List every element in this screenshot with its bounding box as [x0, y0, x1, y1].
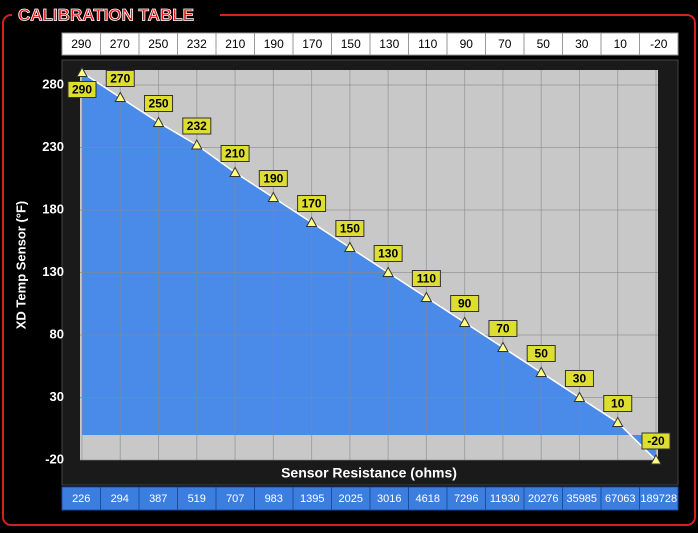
- table-cell: [639, 32, 679, 56]
- marker: [650, 453, 662, 465]
- resistance-value: 3016: [377, 493, 401, 505]
- y-tick-label: 280: [42, 76, 64, 91]
- data-label: 232: [187, 119, 207, 133]
- y-tick-label: 130: [42, 264, 64, 279]
- marker: [458, 316, 471, 327]
- resistance-value: 11930: [490, 493, 520, 505]
- table-value: 110: [418, 37, 437, 51]
- y-tick-label: 30: [50, 389, 64, 404]
- marker: [420, 291, 433, 302]
- marker: [573, 391, 586, 402]
- data-label: 50: [535, 347, 549, 361]
- marker: [611, 416, 624, 427]
- marker: [76, 66, 88, 77]
- data-label-box: [67, 81, 97, 98]
- title-backing: [12, 5, 220, 25]
- data-label: 10: [611, 397, 625, 411]
- table-value: 190: [264, 37, 284, 51]
- data-label: 210: [225, 147, 245, 161]
- marker: [267, 191, 280, 202]
- data-label-box: [182, 117, 212, 135]
- resistance-value: 1395: [300, 493, 324, 505]
- data-label: 190: [263, 172, 283, 186]
- table-value: 90: [460, 37, 474, 51]
- table-value: 270: [110, 37, 130, 51]
- data-label-box: [220, 145, 250, 162]
- data-label-box: [373, 245, 403, 262]
- resistance-value: 226: [72, 493, 90, 505]
- data-label: 90: [458, 297, 472, 311]
- data-label-box: [641, 432, 671, 450]
- resistance-value: 189728: [640, 493, 677, 505]
- data-label-box: [297, 195, 327, 212]
- data-label-box: [411, 270, 441, 287]
- resistance-value: 983: [265, 493, 283, 505]
- table-value: 232: [187, 37, 207, 51]
- data-label: 250: [149, 97, 169, 111]
- y-tick-label: 230: [42, 139, 64, 154]
- data-label: 70: [496, 322, 510, 336]
- data-label: 130: [378, 247, 398, 261]
- table-value: 30: [575, 37, 589, 51]
- data-label-box: [144, 95, 174, 112]
- data-label: 270: [110, 72, 130, 86]
- data-label: 290: [72, 83, 92, 97]
- table-value: 210: [225, 37, 245, 51]
- marker: [382, 266, 394, 277]
- data-label: -20: [647, 434, 665, 448]
- marker: [344, 241, 356, 252]
- resistance-value: 7296: [454, 493, 478, 505]
- table-value: 290: [71, 37, 91, 51]
- data-label: 150: [340, 222, 360, 236]
- table-value: 170: [302, 37, 322, 51]
- table-value: 70: [498, 37, 512, 51]
- marker: [152, 116, 165, 127]
- resistance-value: 387: [149, 493, 167, 505]
- data-label-box: [526, 345, 556, 362]
- resistance-value: 2025: [339, 493, 363, 505]
- marker: [305, 216, 318, 227]
- resistance-value: 67063: [605, 493, 636, 505]
- y-axis-label: XD Temp Sensor (°F): [13, 201, 28, 329]
- data-label-box: [105, 70, 135, 87]
- resistance-cell: [639, 486, 679, 511]
- resistance-value: 294: [111, 493, 129, 505]
- data-label-box: [488, 320, 518, 337]
- data-label: 170: [302, 197, 322, 211]
- data-label-box: [564, 370, 594, 387]
- resistance-value: 4618: [416, 493, 440, 505]
- resistance-value: 707: [226, 493, 244, 505]
- y-tick-label: 80: [50, 326, 64, 341]
- marker: [114, 91, 127, 102]
- resistance-value: 35985: [566, 493, 597, 505]
- marker: [535, 366, 548, 377]
- data-label-box: [258, 170, 288, 187]
- table-value: 130: [379, 37, 399, 51]
- table-value: 250: [148, 37, 168, 51]
- marker: [190, 138, 203, 150]
- table-value: 50: [537, 37, 551, 51]
- data-label-box: [335, 220, 365, 237]
- y-tick-label: -20: [45, 451, 64, 466]
- y-tick-label: 180: [42, 201, 64, 216]
- window-title: CALIBRATION TABLE: [18, 5, 194, 24]
- resistance-value: 519: [188, 493, 206, 505]
- table-value: 150: [341, 37, 361, 51]
- marker: [229, 166, 241, 177]
- data-label-box: [603, 395, 633, 412]
- table-value: 10: [614, 37, 628, 51]
- x-axis-label: Sensor Resistance (ohms): [281, 465, 457, 481]
- line: [81, 71, 657, 461]
- data-label: 110: [417, 272, 437, 286]
- data-label: 30: [573, 372, 587, 386]
- area: [82, 72, 656, 460]
- data-label-box: [450, 295, 480, 312]
- resistance-value: 20276: [528, 493, 559, 505]
- marker: [497, 341, 509, 352]
- table-value: -20: [650, 37, 668, 51]
